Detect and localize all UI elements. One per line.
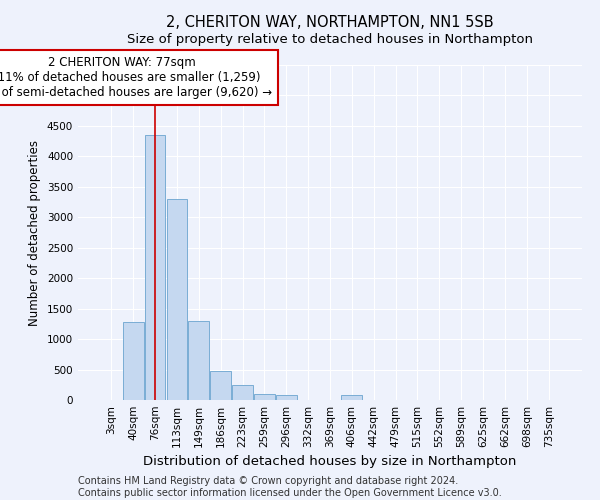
X-axis label: Distribution of detached houses by size in Northampton: Distribution of detached houses by size …	[143, 456, 517, 468]
Bar	[276, 396, 296, 400]
Text: 2, CHERITON WAY, NORTHAMPTON, NN1 5SB: 2, CHERITON WAY, NORTHAMPTON, NN1 5SB	[166, 15, 494, 30]
Bar	[210, 371, 231, 400]
Bar	[167, 199, 187, 400]
Bar	[188, 321, 209, 400]
Y-axis label: Number of detached properties: Number of detached properties	[28, 140, 41, 326]
Bar	[123, 322, 143, 400]
Bar	[341, 396, 362, 400]
Text: Contains HM Land Registry data © Crown copyright and database right 2024.
Contai: Contains HM Land Registry data © Crown c…	[78, 476, 502, 498]
Text: Size of property relative to detached houses in Northampton: Size of property relative to detached ho…	[127, 32, 533, 46]
Bar	[232, 386, 253, 400]
Bar	[145, 135, 166, 400]
Bar	[254, 394, 275, 400]
Text: 2 CHERITON WAY: 77sqm
← 11% of detached houses are smaller (1,259)
88% of semi-d: 2 CHERITON WAY: 77sqm ← 11% of detached …	[0, 56, 272, 98]
